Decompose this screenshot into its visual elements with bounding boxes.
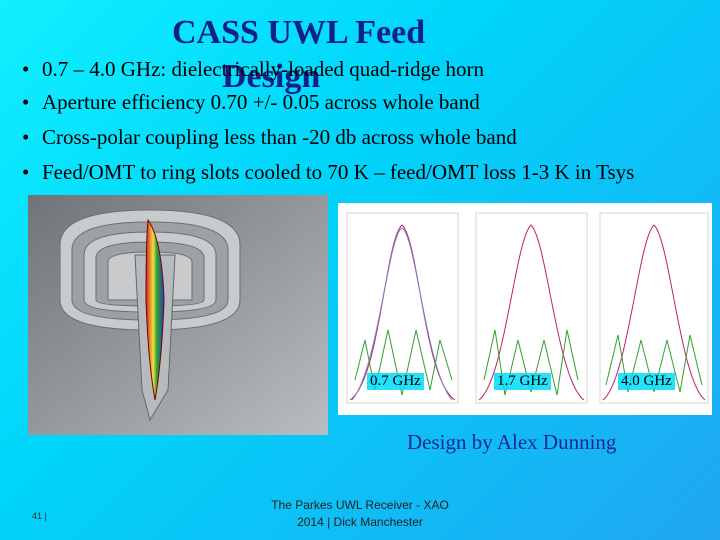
caption: Design by Alex Dunning bbox=[407, 430, 617, 454]
bullet: • Feed/OMT to ring slots cooled to 70 K –… bbox=[22, 160, 635, 184]
title-line: CASS UWL Feed bbox=[172, 14, 426, 51]
footer-line: 2014 | Dick Manchester bbox=[297, 515, 423, 529]
footer-line: The Parkes UWL Receiver - XAO bbox=[271, 498, 449, 512]
bullet: • 0.7 – 4.0 GHz: dielectrically-loaded qu… bbox=[22, 57, 485, 81]
band-label: 0.7 GHz bbox=[367, 373, 424, 390]
bullet-text: 0.7 – 4.0 GHz: dielectrically-loaded qua… bbox=[42, 57, 485, 81]
bullet: • Aperture efficiency 0.70 +/- 0.05 acros… bbox=[22, 90, 480, 114]
feed-render bbox=[28, 195, 328, 435]
band-label: 1.7 GHz bbox=[494, 373, 551, 390]
bullet: • Cross-polar coupling less than -20 db a… bbox=[22, 125, 517, 149]
title-line: Design bbox=[222, 58, 321, 95]
slide-number: 41 | bbox=[32, 511, 47, 521]
bullet-text: Cross-polar coupling less than -20 db ac… bbox=[42, 125, 517, 149]
bullet-text: Feed/OMT to ring slots cooled to 70 K – … bbox=[42, 160, 635, 184]
bullet-text: Aperture efficiency 0.70 +/- 0.05 across… bbox=[42, 90, 480, 114]
band-label: 4.0 GHz bbox=[618, 373, 675, 390]
